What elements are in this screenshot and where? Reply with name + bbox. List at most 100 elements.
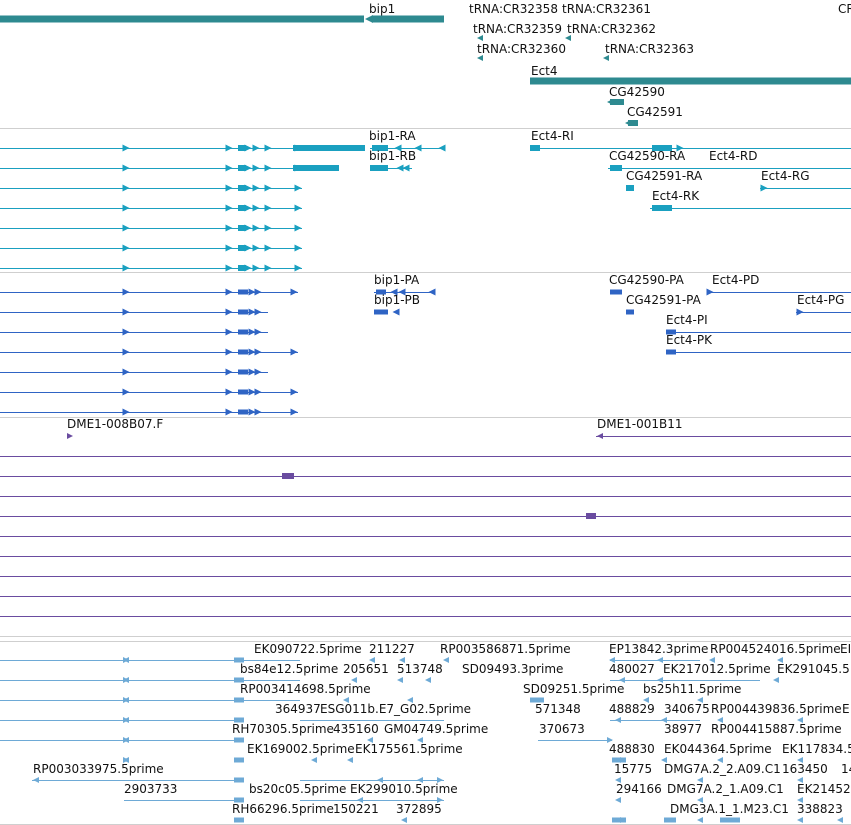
strand-arrow-right[interactable] xyxy=(290,348,298,356)
strand-arrow-right[interactable] xyxy=(294,204,302,212)
strand-arrow-right[interactable] xyxy=(225,144,233,152)
exon-block[interactable] xyxy=(238,265,246,271)
strand-arrow-right[interactable] xyxy=(122,348,130,356)
exon-block[interactable] xyxy=(652,205,672,211)
strand-arrow-right[interactable] xyxy=(225,348,233,356)
exon-block[interactable] xyxy=(293,145,365,151)
transcript-label[interactable]: CG42590-RA xyxy=(609,149,686,163)
gene-label[interactable]: tRNA:CR32361 xyxy=(562,2,651,16)
est-label[interactable]: 2903733 xyxy=(124,782,178,796)
gene-label[interactable]: tRNA:CR32360 xyxy=(477,42,566,56)
strand-arrow-left[interactable] xyxy=(797,817,803,823)
strand-arrow-left[interactable] xyxy=(399,657,405,663)
est-label[interactable]: 364937 xyxy=(275,702,321,716)
strand-arrow-right[interactable] xyxy=(248,308,256,316)
gene-bar[interactable] xyxy=(0,15,364,23)
strand-arrow-left[interactable] xyxy=(417,737,423,743)
cds-label[interactable]: Ect4-PD xyxy=(712,273,760,287)
exon-block[interactable] xyxy=(238,185,246,191)
est-block[interactable] xyxy=(234,697,244,703)
gene-label[interactable]: CG42591 xyxy=(627,105,683,119)
strand-arrow-right[interactable] xyxy=(225,184,233,192)
est-label[interactable]: 340675 xyxy=(664,702,710,716)
strand-arrow-left[interactable] xyxy=(425,677,431,683)
est-label[interactable]: GM04749.5prime xyxy=(384,722,489,736)
strand-arrow-left[interactable] xyxy=(697,777,703,783)
cds-block[interactable] xyxy=(238,349,248,355)
strand-arrow-left[interactable] xyxy=(837,817,843,823)
strand-arrow-right[interactable] xyxy=(264,244,272,252)
strand-arrow-right[interactable] xyxy=(252,224,260,232)
strand-arrow-left[interactable] xyxy=(343,697,349,703)
est-label[interactable]: RP004415887.5prime xyxy=(711,722,842,736)
est-label[interactable]: 150221 xyxy=(333,802,379,816)
strand-arrow-right[interactable] xyxy=(122,388,130,396)
strand-arrow-right[interactable] xyxy=(122,224,130,232)
est-label[interactable]: 38977 xyxy=(664,722,703,736)
est-label[interactable]: 435160 xyxy=(333,722,379,736)
exon-block[interactable] xyxy=(610,165,622,171)
est-label[interactable]: 488829 xyxy=(609,702,655,716)
strand-arrow-right[interactable] xyxy=(67,433,73,439)
strand-arrow-left[interactable] xyxy=(396,164,404,172)
strand-arrow-right[interactable] xyxy=(248,388,256,396)
strand-arrow-left[interactable] xyxy=(661,757,667,763)
strand-arrow-left[interactable] xyxy=(311,757,317,763)
est-block[interactable] xyxy=(234,817,244,823)
est-label[interactable]: EK175561.5prime xyxy=(355,742,463,756)
strand-arrow-left[interactable] xyxy=(717,757,723,763)
strand-arrow-left[interactable] xyxy=(657,657,663,663)
strand-arrow-left[interactable] xyxy=(697,697,703,703)
est-label[interactable]: E xyxy=(842,702,850,716)
exon-block[interactable] xyxy=(293,165,339,171)
est-label[interactable]: EK291045.5 xyxy=(777,662,850,676)
est-label[interactable]: bs25h11.5prime xyxy=(643,682,742,696)
strand-arrow-left[interactable] xyxy=(619,677,625,683)
est-label[interactable]: RP003414698.5prime xyxy=(240,682,371,696)
strand-arrow-left[interactable] xyxy=(401,817,407,823)
est-block[interactable] xyxy=(530,697,544,703)
transcript-label[interactable]: Ect4-RI xyxy=(531,129,574,143)
est-block[interactable] xyxy=(234,777,244,783)
est-label[interactable]: EK169002.5prime xyxy=(247,742,355,756)
strand-arrow-right[interactable] xyxy=(264,264,272,272)
est-label[interactable]: EK21452 xyxy=(797,782,851,796)
exon-block[interactable] xyxy=(238,145,246,151)
est-label[interactable]: 513748 xyxy=(397,662,443,676)
transcript-label[interactable]: bip1-RA xyxy=(369,129,416,143)
strand-arrow-right[interactable] xyxy=(122,308,130,316)
strand-arrow-left[interactable] xyxy=(797,757,803,763)
gene-label[interactable]: CR xyxy=(838,2,851,16)
est-label[interactable]: 163450 xyxy=(782,762,828,776)
strand-arrow-right[interactable] xyxy=(252,164,260,172)
est-label[interactable]: 338823 xyxy=(797,802,843,816)
strand-arrow-right[interactable] xyxy=(294,244,302,252)
transcript-label[interactable]: Ect4-RD xyxy=(709,149,758,163)
strand-arrow-left[interactable] xyxy=(615,797,621,803)
strand-arrow-left[interactable] xyxy=(607,99,613,105)
strand-arrow-right[interactable] xyxy=(225,204,233,212)
strand-arrow-right[interactable] xyxy=(254,368,262,376)
est-label[interactable]: RH66296.5prime xyxy=(232,802,334,816)
cds-block[interactable] xyxy=(626,309,634,315)
est-label[interactable]: 294166 xyxy=(616,782,662,796)
strand-arrow-left[interactable] xyxy=(777,657,783,663)
strand-arrow-right[interactable] xyxy=(264,184,272,192)
strand-arrow-right[interactable] xyxy=(254,308,262,316)
strand-arrow-right[interactable] xyxy=(264,164,272,172)
exon-block[interactable] xyxy=(530,145,540,151)
strand-arrow-left[interactable] xyxy=(657,677,663,683)
cds-label[interactable]: CG42591-PA xyxy=(626,293,701,307)
est-label[interactable]: 571348 xyxy=(535,702,581,716)
est-label[interactable]: EI xyxy=(840,642,851,656)
strand-arrow-left[interactable] xyxy=(123,657,129,663)
est-block[interactable] xyxy=(234,757,244,763)
strand-arrow-right[interactable] xyxy=(122,244,130,252)
strand-arrow-right[interactable] xyxy=(294,224,302,232)
exon-block[interactable] xyxy=(238,205,246,211)
cds-block[interactable] xyxy=(238,329,248,335)
strand-arrow-right[interactable] xyxy=(290,288,298,296)
est-block[interactable] xyxy=(664,817,676,823)
est-label[interactable]: EK090722.5prime xyxy=(254,642,362,656)
strand-arrow-right[interactable] xyxy=(225,164,233,172)
